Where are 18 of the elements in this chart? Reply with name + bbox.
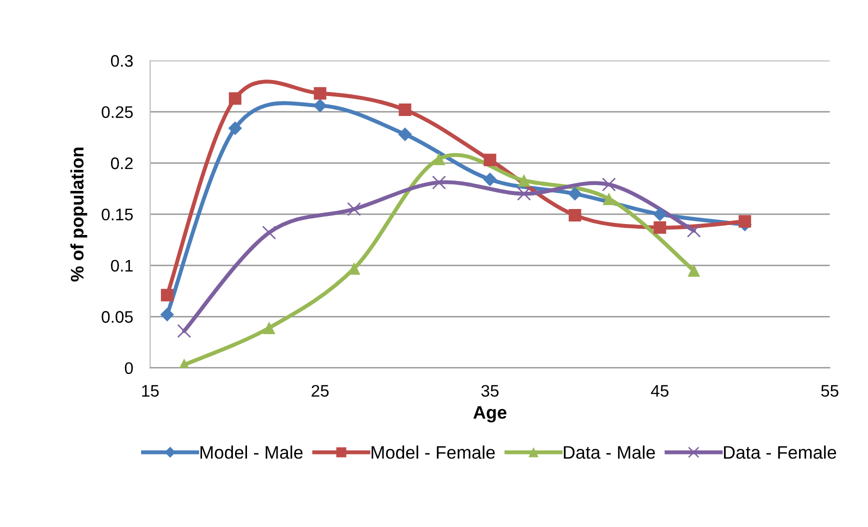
x-tick-label: 15: [142, 385, 159, 397]
y-axis-title: % of population: [70, 148, 88, 282]
x-tick-label: 25: [312, 384, 329, 397]
legend-label: Data - Male: [564, 446, 655, 459]
y-tick-label: 0.25: [102, 106, 133, 118]
legend-label: Model - Female: [372, 446, 495, 459]
y-tick-label: 0.05: [102, 311, 133, 323]
x-tick-label: 45: [651, 385, 668, 397]
y-tick-label: 0.1: [110, 260, 133, 272]
x-tick-label: 35: [481, 384, 499, 397]
legend-label: Data - Female: [724, 446, 836, 459]
y-tick-label: 0.2: [110, 157, 133, 170]
y-tick-label: 0.3: [110, 55, 133, 67]
x-tick-label: 55: [821, 385, 838, 397]
legend-label: Model - Male: [200, 446, 303, 459]
y-tick-label: 0: [124, 362, 133, 374]
x-axis-title: Age: [473, 406, 506, 422]
y-tick-label: 0.15: [102, 208, 133, 220]
